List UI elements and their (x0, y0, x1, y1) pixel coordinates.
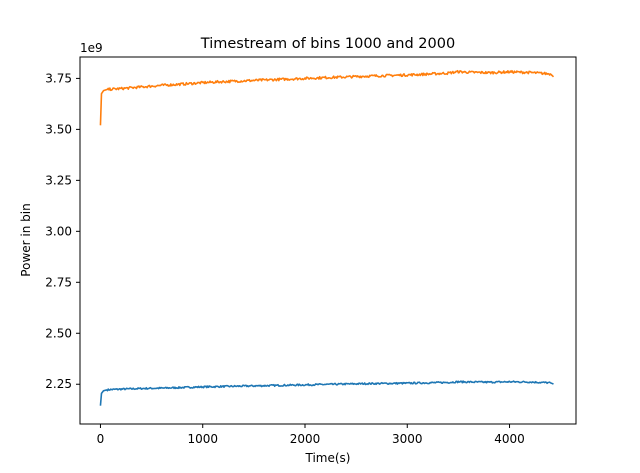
x-tick-label: 2000 (290, 432, 321, 446)
axes-frame (79, 56, 577, 425)
x-tick-label: 3000 (392, 432, 423, 446)
y-tick-label: 3.00 (45, 224, 72, 238)
y-tick-label: 3.25 (45, 173, 72, 187)
x-axis-title: Time(s) (305, 451, 351, 465)
y-axis-title: Power in bin (19, 203, 33, 276)
series-line-2 (99, 69, 555, 126)
x-tick-label: 4000 (494, 432, 525, 446)
x-axis: 0 1000 2000 3000 4000 (97, 424, 525, 446)
x-tick-label: 0 (97, 432, 105, 446)
series-line-1 (99, 380, 554, 406)
y-axis: 2.25 2.50 2.75 3.00 3.25 3.50 3.75 (45, 71, 80, 391)
chart-title: Timestream of bins 1000 and 2000 (200, 36, 455, 52)
x-tick-label: 1000 (187, 432, 218, 446)
y-offset-label: 1e9 (80, 41, 103, 55)
y-tick-label: 2.25 (45, 377, 72, 391)
plot-area (99, 69, 555, 406)
y-tick-label: 2.75 (45, 275, 72, 289)
y-tick-label: 3.75 (45, 71, 72, 85)
y-tick-label: 2.50 (45, 326, 72, 340)
y-tick-label: 3.50 (45, 122, 72, 136)
